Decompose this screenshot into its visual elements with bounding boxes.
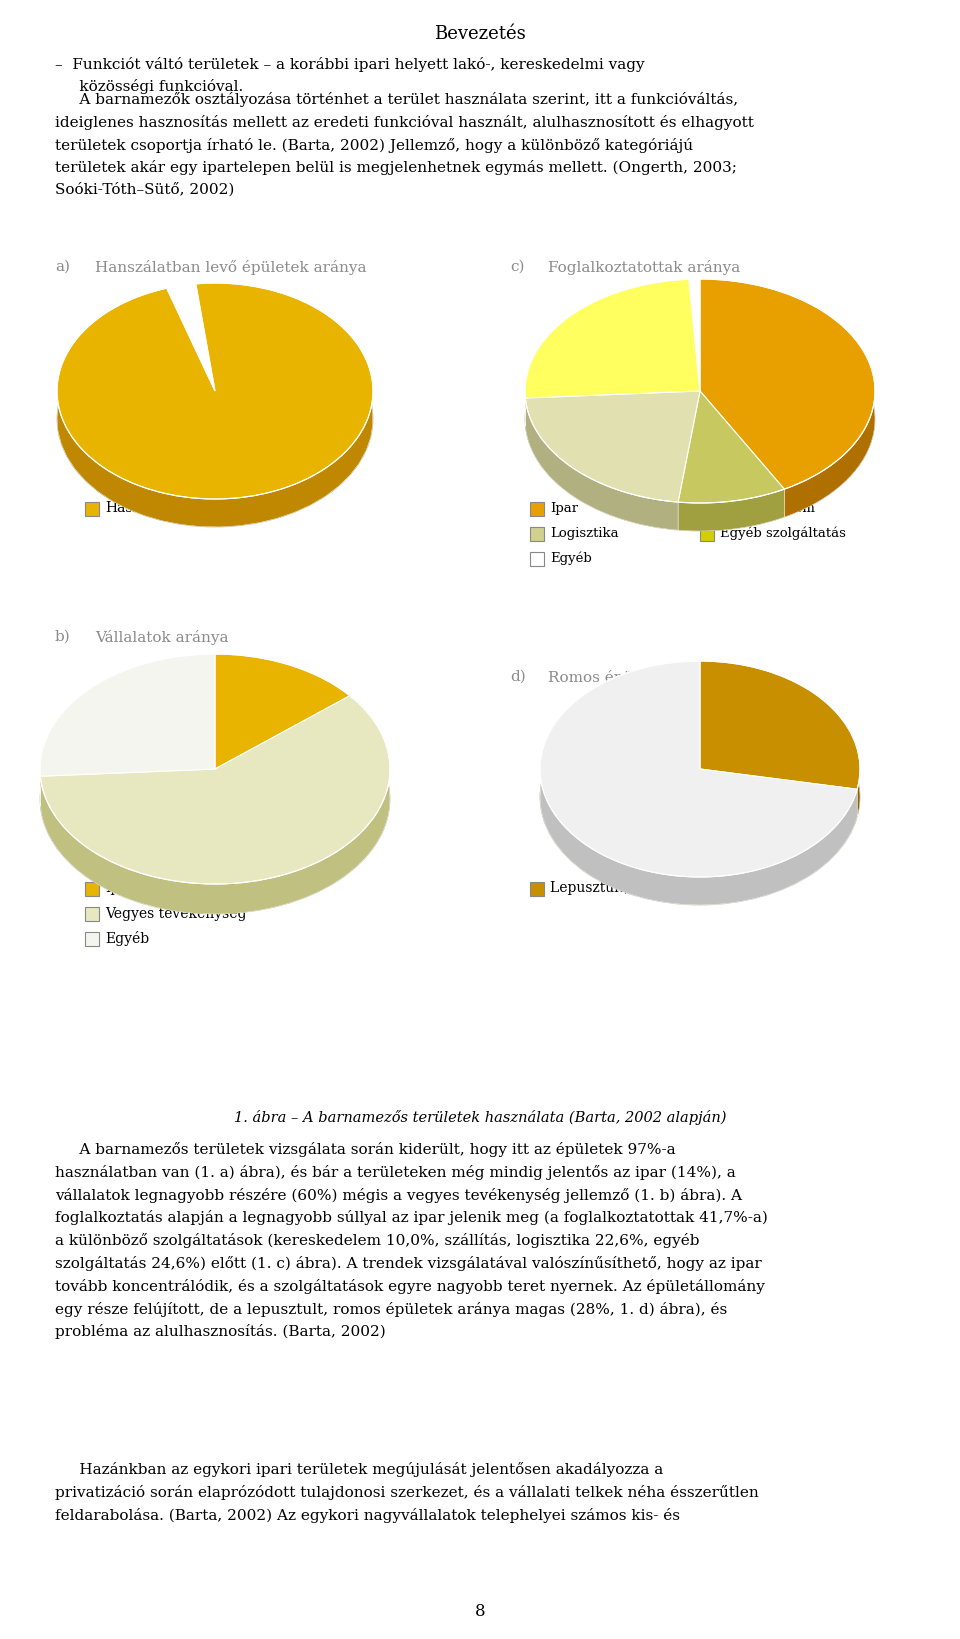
Text: 8: 8: [474, 1601, 486, 1619]
Text: d): d): [510, 670, 526, 683]
FancyBboxPatch shape: [530, 882, 544, 897]
FancyBboxPatch shape: [700, 528, 714, 541]
Text: A barnamezős területek vizsgálata során kiderült, hogy itt az épületek 97%-a
has: A barnamezős területek vizsgálata során …: [55, 1141, 768, 1339]
FancyBboxPatch shape: [85, 933, 99, 946]
Text: Egyéb szolgáltatás: Egyéb szolgáltatás: [720, 526, 846, 539]
Text: 72%: 72%: [606, 808, 634, 821]
Text: 1%: 1%: [686, 316, 707, 329]
Text: közösségi funkcióval.: közösségi funkcióval.: [55, 79, 243, 93]
Text: Kereskedelem: Kereskedelem: [720, 502, 815, 515]
Text: a): a): [55, 261, 70, 274]
Text: c): c): [510, 261, 524, 274]
FancyBboxPatch shape: [85, 503, 99, 516]
FancyBboxPatch shape: [85, 882, 99, 897]
Text: Bevezetés: Bevezetés: [434, 25, 526, 43]
Text: Egyéb: Egyéb: [105, 931, 149, 946]
Text: b): b): [55, 629, 71, 644]
Text: 28%: 28%: [766, 718, 794, 731]
Text: 97%: 97%: [223, 454, 251, 467]
FancyBboxPatch shape: [530, 503, 544, 516]
Text: 22%: 22%: [607, 433, 635, 446]
Text: 25%: 25%: [605, 339, 633, 352]
Text: A barnamezők osztályozása történhet a terület használata szerint, itt a funkcióv: A barnamezők osztályozása történhet a te…: [55, 92, 754, 197]
Text: 10%: 10%: [707, 454, 734, 467]
Text: Foglalkoztatottak aránya: Foglalkoztatottak aránya: [548, 261, 740, 275]
Text: Vegyes tevékenység: Vegyes tevékenység: [105, 905, 247, 921]
FancyBboxPatch shape: [85, 908, 99, 921]
Text: Ipar: Ipar: [105, 880, 134, 895]
Text: 60%: 60%: [243, 833, 271, 846]
Text: Hazánkban az egykori ipari területek megújulását jelentősen akadályozza a
privat: Hazánkban az egykori ipari területek meg…: [55, 1460, 758, 1521]
Text: Hanszálatban levő épületek aránya: Hanszálatban levő épületek aránya: [95, 261, 367, 275]
FancyBboxPatch shape: [700, 503, 714, 516]
Text: 42%: 42%: [791, 369, 819, 380]
Text: 26%: 26%: [118, 711, 146, 724]
Text: 1. ábra – A barnamezős területek használata (Barta, 2002 alapján): 1. ábra – A barnamezős területek használ…: [233, 1110, 727, 1124]
Text: Használatban: Használatban: [105, 502, 202, 515]
Text: –  Funkciót váltó területek – a korábbi ipari helyett lakó-, kereskedelmi vagy: – Funkciót váltó területek – a korábbi i…: [55, 57, 644, 72]
FancyBboxPatch shape: [530, 528, 544, 541]
Text: 3%: 3%: [183, 316, 203, 329]
FancyBboxPatch shape: [530, 552, 544, 567]
Text: Romos épületek aránya: Romos épületek aránya: [548, 670, 730, 685]
Text: Logisztika: Logisztika: [550, 526, 618, 539]
Text: Vállalatok aránya: Vállalatok aránya: [95, 629, 228, 644]
Text: Ipar: Ipar: [550, 502, 578, 515]
Text: Lepusztult, romos: Lepusztult, romos: [550, 880, 677, 895]
Text: Egyéb: Egyéb: [550, 551, 591, 565]
Text: 14%: 14%: [250, 695, 277, 708]
